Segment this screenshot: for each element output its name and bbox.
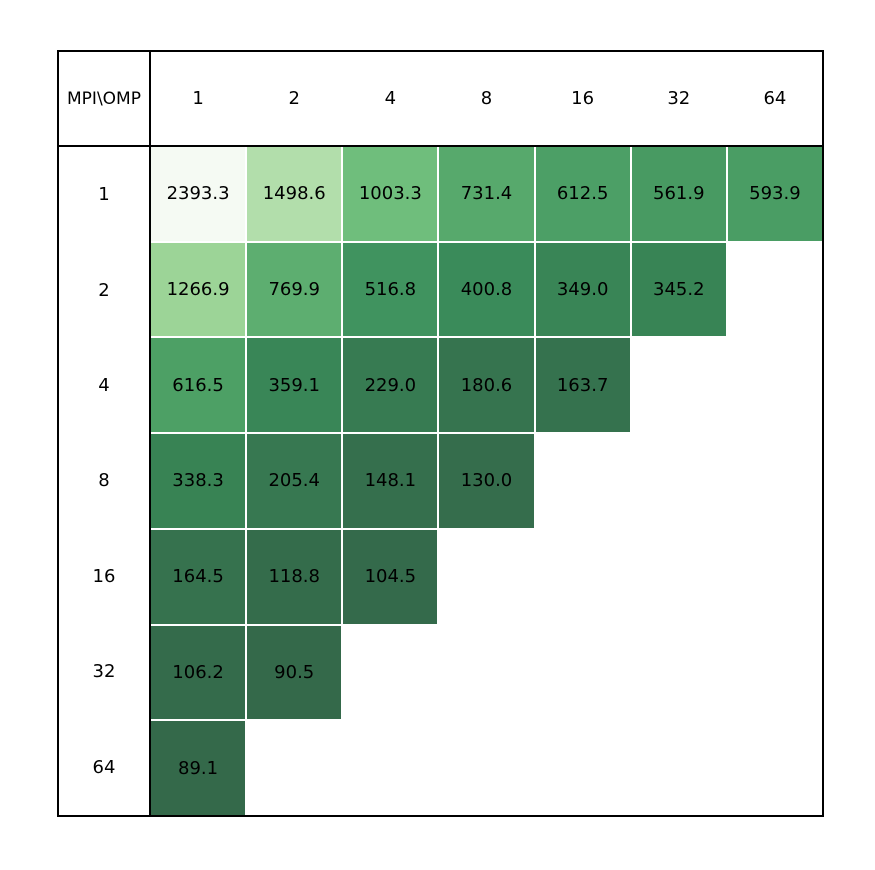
- heatmap-cell: 593.9: [727, 147, 822, 241]
- heatmap-cell: 616.5: [151, 338, 246, 433]
- heatmap-cell: 769.9: [247, 242, 342, 337]
- heatmap-cell: 400.8: [439, 242, 534, 337]
- heatmap-cell: 180.6: [439, 338, 534, 433]
- heatmap-cell: 345.2: [631, 242, 726, 337]
- heatmap-cell: 1266.9: [151, 242, 246, 337]
- row-header-64: 64: [92, 756, 116, 778]
- heatmap-cell: 90.5: [247, 625, 342, 720]
- column-header-row: MPI\OMP 1 2 4 8 16 32 64: [59, 52, 822, 147]
- heatmap-cell: 106.2: [151, 625, 246, 720]
- heatmap-cell: 164.5: [151, 529, 246, 624]
- heatmap-cell: 148.1: [343, 434, 438, 528]
- column-header-32: 32: [667, 88, 691, 109]
- heatmap-cell-empty: [727, 338, 822, 433]
- row-header-32: 32: [92, 661, 116, 683]
- heatmap-cell: 205.4: [247, 434, 342, 528]
- heatmap-cell: 229.0: [343, 338, 438, 433]
- heatmap-cell-empty: [439, 721, 534, 815]
- heatmap-cell: 118.8: [247, 529, 342, 624]
- heatmap-grid: 2393.3 1498.6 1003.3 731.4 612.5 561.9 593.9 12…: [151, 147, 822, 815]
- heatmap-cell: 89.1: [151, 721, 246, 815]
- heatmap-cell-empty: [343, 625, 438, 720]
- heatmap-cell-empty: [727, 529, 822, 624]
- column-header-64: 64: [763, 88, 787, 109]
- heatmap-cell: 2393.3: [151, 147, 246, 241]
- corner-label-cell: MPI\OMP: [59, 52, 151, 145]
- heatmap-cell-empty: [727, 242, 822, 337]
- heatmap-cell: 516.8: [343, 242, 438, 337]
- heatmap-table: MPI\OMP 1 2 4 8 16 32 64 1 2 4 8 16 32 64 2393.3 1498…: [57, 50, 824, 817]
- heatmap-cell-empty: [535, 434, 630, 528]
- row-header-2: 2: [98, 279, 110, 301]
- heatmap-cell-empty: [631, 721, 726, 815]
- heatmap-cell-empty: [631, 625, 726, 720]
- column-header-16: 16: [571, 88, 595, 109]
- heatmap-cell-empty: [343, 721, 438, 815]
- heatmap-cell: 561.9: [631, 147, 726, 241]
- heatmap-cell: 338.3: [151, 434, 246, 528]
- heatmap-cell-empty: [247, 721, 342, 815]
- heatmap-cell-empty: [535, 625, 630, 720]
- heatmap-cell-empty: [727, 625, 822, 720]
- column-header-1: 1: [192, 88, 204, 109]
- heatmap-cell-empty: [631, 434, 726, 528]
- row-header-16: 16: [92, 565, 116, 587]
- table-body: 1 2 4 8 16 32 64 2393.3 1498.6 1003.3 731.4 612.5 5…: [59, 147, 822, 815]
- heatmap-cell: 104.5: [343, 529, 438, 624]
- column-header-8: 8: [480, 88, 493, 109]
- heatmap-cell-empty: [439, 625, 534, 720]
- heatmap-cell-empty: [631, 338, 726, 433]
- heatmap-cell: 349.0: [535, 242, 630, 337]
- corner-label: MPI\OMP: [67, 88, 141, 109]
- heatmap-cell: 163.7: [535, 338, 630, 433]
- heatmap-cell: 731.4: [439, 147, 534, 241]
- heatmap-cell-empty: [727, 721, 822, 815]
- heatmap-cell: 1003.3: [343, 147, 438, 241]
- row-header-4: 4: [98, 375, 110, 397]
- column-header-4: 4: [384, 88, 397, 109]
- row-headers: 1 2 4 8 16 32 64: [59, 147, 151, 815]
- row-header-1: 1: [98, 184, 110, 206]
- column-headers: 1 2 4 8 16 32 64: [151, 52, 822, 145]
- heatmap-cell: 1498.6: [247, 147, 342, 241]
- heatmap-cell: 130.0: [439, 434, 534, 528]
- heatmap-cell-empty: [727, 434, 822, 528]
- heatmap-cell-empty: [439, 529, 534, 624]
- column-header-2: 2: [288, 88, 300, 109]
- heatmap-cell: 359.1: [247, 338, 342, 433]
- row-header-8: 8: [98, 470, 110, 492]
- heatmap-cell-empty: [535, 529, 630, 624]
- heatmap-cell-empty: [535, 721, 630, 815]
- heatmap-cell-empty: [631, 529, 726, 624]
- heatmap-cell: 612.5: [535, 147, 630, 241]
